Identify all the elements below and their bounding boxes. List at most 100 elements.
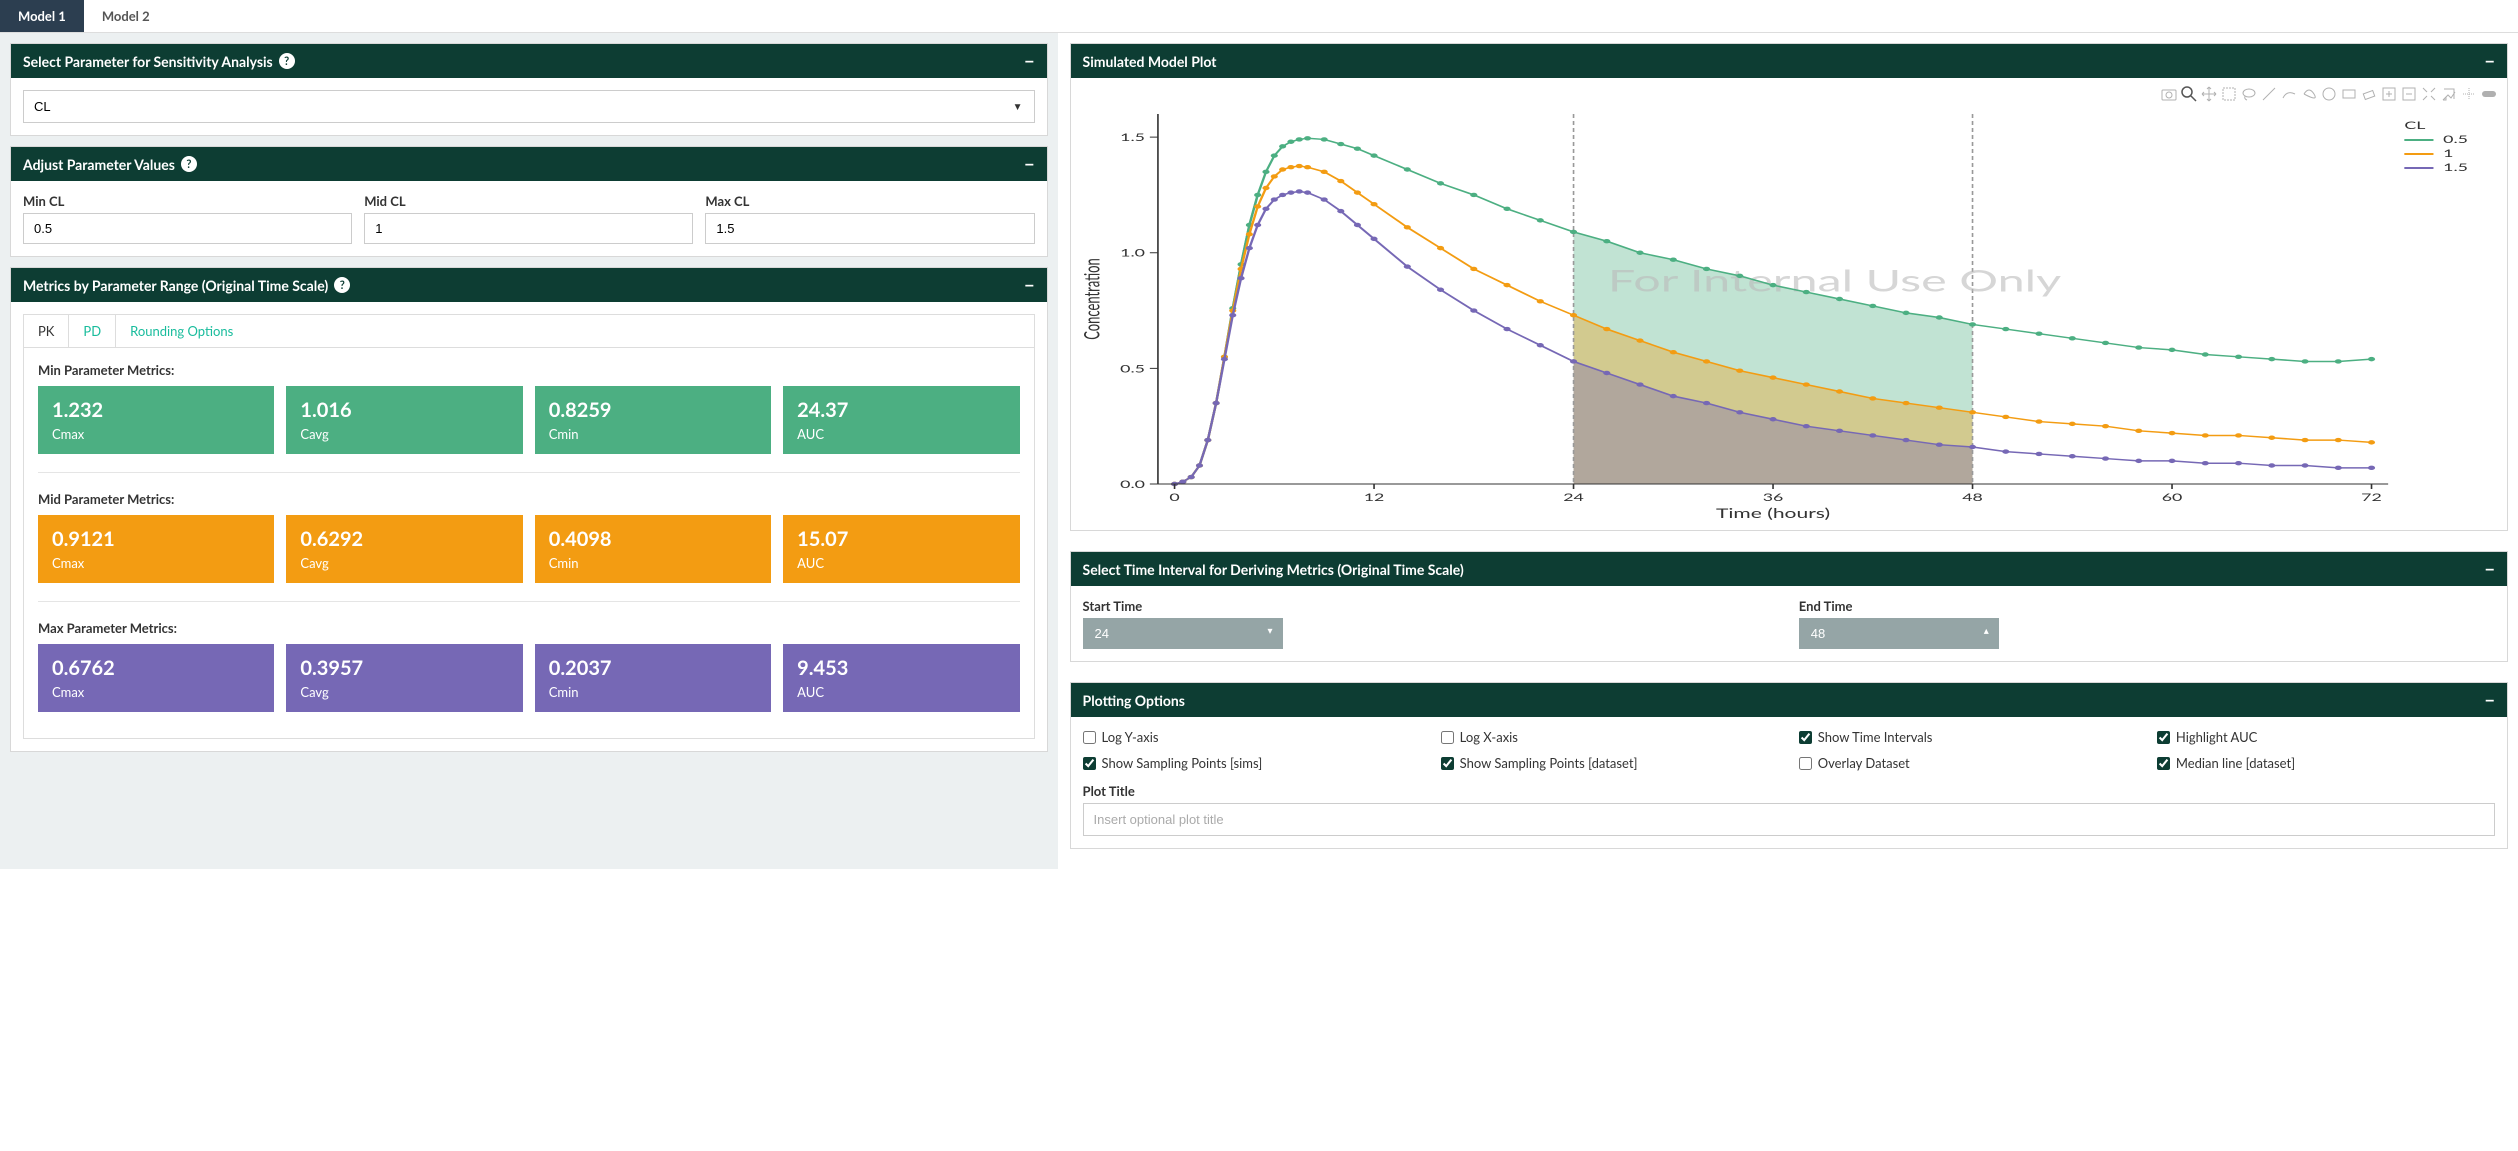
max-metrics-label: Max Parameter Metrics:: [38, 620, 1020, 636]
metric-min-cavg: 1.016Cavg: [286, 386, 522, 454]
panel-title: Select Time Interval for Deriving Metric…: [1083, 561, 1464, 578]
draw-line-icon[interactable]: [2261, 86, 2277, 102]
svg-text:CL: CL: [2404, 119, 2426, 132]
check-log-x-label: Log X-axis: [1460, 729, 1518, 745]
help-icon[interactable]: ?: [279, 53, 295, 69]
svg-text:0.5: 0.5: [2443, 133, 2468, 146]
svg-text:1: 1: [2443, 147, 2453, 160]
check-median-line-label: Median line [dataset]: [2176, 755, 2295, 771]
zoom-in-icon[interactable]: [2381, 86, 2397, 102]
svg-text:Concentration: Concentration: [1079, 258, 1104, 340]
check-log-y[interactable]: [1083, 731, 1096, 744]
collapse-icon[interactable]: −: [2485, 52, 2495, 70]
help-icon[interactable]: ?: [181, 156, 197, 172]
check-sampling-sims-label: Show Sampling Points [sims]: [1102, 755, 1263, 771]
start-time-select[interactable]: 24: [1083, 618, 1283, 649]
collapse-icon[interactable]: −: [1024, 155, 1034, 173]
collapse-icon[interactable]: −: [1024, 276, 1034, 294]
svg-text:24: 24: [1563, 491, 1584, 504]
spike-icon[interactable]: [2461, 86, 2477, 102]
tab-model-2[interactable]: Model 2: [84, 0, 168, 32]
start-time-label: Start Time: [1083, 598, 1779, 614]
draw-circle-icon[interactable]: [2321, 86, 2337, 102]
check-median-line[interactable]: [2157, 757, 2170, 770]
metric-max-cmax: 0.6762Cmax: [38, 644, 274, 712]
collapse-icon[interactable]: −: [1024, 52, 1034, 70]
panel-title: Simulated Model Plot: [1083, 53, 1217, 70]
min-metrics-label: Min Parameter Metrics:: [38, 362, 1020, 378]
zoom-icon[interactable]: [2181, 86, 2197, 102]
check-overlay-dataset[interactable]: [1799, 757, 1812, 770]
svg-text:36: 36: [1762, 491, 1783, 504]
panel-title: Select Parameter for Sensitivity Analysi…: [23, 53, 273, 70]
plot-title-label: Plot Title: [1083, 783, 2495, 799]
metric-min-auc: 24.37AUC: [783, 386, 1019, 454]
svg-text:48: 48: [1962, 491, 1983, 504]
check-time-intervals[interactable]: [1799, 731, 1812, 744]
panel-title: Adjust Parameter Values: [23, 156, 175, 173]
erase-icon[interactable]: [2361, 86, 2377, 102]
box-select-icon[interactable]: [2221, 86, 2237, 102]
metric-max-cavg: 0.3957Cavg: [286, 644, 522, 712]
panel-title: Plotting Options: [1083, 692, 1185, 709]
autoscale-icon[interactable]: [2421, 86, 2437, 102]
svg-text:60: 60: [2161, 491, 2182, 504]
svg-text:1.0: 1.0: [1120, 246, 1145, 259]
check-time-intervals-label: Show Time Intervals: [1818, 729, 1933, 745]
concentration-chart[interactable]: For Internal Use Only01224364860720.00.5…: [1077, 104, 2501, 524]
mid-metrics-label: Mid Parameter Metrics:: [38, 491, 1020, 507]
tab-pk[interactable]: PK: [24, 315, 69, 347]
end-time-label: End Time: [1799, 598, 2495, 614]
model-tabs: Model 1 Model 2: [0, 0, 2518, 33]
check-log-x[interactable]: [1441, 731, 1454, 744]
reset-icon[interactable]: [2441, 86, 2457, 102]
plot-title-input[interactable]: [1083, 803, 2495, 836]
draw-open-icon[interactable]: [2281, 86, 2297, 102]
draw-rect-icon[interactable]: [2341, 86, 2357, 102]
metric-mid-cmax: 0.9121Cmax: [38, 515, 274, 583]
min-cl-input[interactable]: [23, 213, 352, 244]
panel-plot: Simulated Model Plot −: [1070, 43, 2508, 531]
pan-icon[interactable]: [2201, 86, 2217, 102]
svg-text:0.5: 0.5: [1120, 362, 1145, 375]
parameter-select[interactable]: CL: [23, 90, 1035, 123]
mid-cl-input[interactable]: [364, 213, 693, 244]
tab-rounding[interactable]: Rounding Options: [116, 315, 247, 347]
draw-closed-icon[interactable]: [2301, 86, 2317, 102]
metric-mid-cavg: 0.6292Cavg: [286, 515, 522, 583]
svg-text:1.5: 1.5: [2443, 161, 2468, 174]
svg-text:1.5: 1.5: [1120, 131, 1145, 144]
svg-text:72: 72: [2361, 491, 2382, 504]
max-cl-label: Max CL: [705, 193, 1034, 209]
tab-model-1[interactable]: Model 1: [0, 0, 84, 32]
camera-icon[interactable]: [2161, 86, 2177, 102]
plotly-icon[interactable]: [2481, 86, 2497, 102]
check-highlight-auc[interactable]: [2157, 731, 2170, 744]
min-cl-label: Min CL: [23, 193, 352, 209]
help-icon[interactable]: ?: [334, 277, 350, 293]
check-highlight-auc-label: Highlight AUC: [2176, 729, 2257, 745]
svg-text:For Internal Use Only: For Internal Use Only: [1607, 262, 2061, 298]
end-time-select[interactable]: 48: [1799, 618, 1999, 649]
check-sampling-dataset-label: Show Sampling Points [dataset]: [1460, 755, 1638, 771]
check-sampling-dataset[interactable]: [1441, 757, 1454, 770]
metric-min-cmax: 1.232Cmax: [38, 386, 274, 454]
svg-text:Time (hours): Time (hours): [1716, 505, 1830, 521]
zoom-out-icon[interactable]: [2401, 86, 2417, 102]
check-log-y-label: Log Y-axis: [1102, 729, 1159, 745]
metric-min-cmin: 0.8259Cmin: [535, 386, 771, 454]
collapse-icon[interactable]: −: [2485, 691, 2495, 709]
plot-toolbar: [1077, 84, 2501, 104]
max-cl-input[interactable]: [705, 213, 1034, 244]
panel-plotting-options: Plotting Options − Log Y-axis Log X-axis…: [1070, 682, 2508, 849]
metric-max-cmin: 0.2037Cmin: [535, 644, 771, 712]
metric-mid-cmin: 0.4098Cmin: [535, 515, 771, 583]
lasso-icon[interactable]: [2241, 86, 2257, 102]
panel-adjust-values: Adjust Parameter Values ? − Min CL Mid C…: [10, 146, 1048, 257]
collapse-icon[interactable]: −: [2485, 560, 2495, 578]
check-sampling-sims[interactable]: [1083, 757, 1096, 770]
tab-pd[interactable]: PD: [69, 315, 116, 347]
metric-mid-auc: 15.07AUC: [783, 515, 1019, 583]
check-overlay-dataset-label: Overlay Dataset: [1818, 755, 1910, 771]
svg-text:12: 12: [1363, 491, 1384, 504]
